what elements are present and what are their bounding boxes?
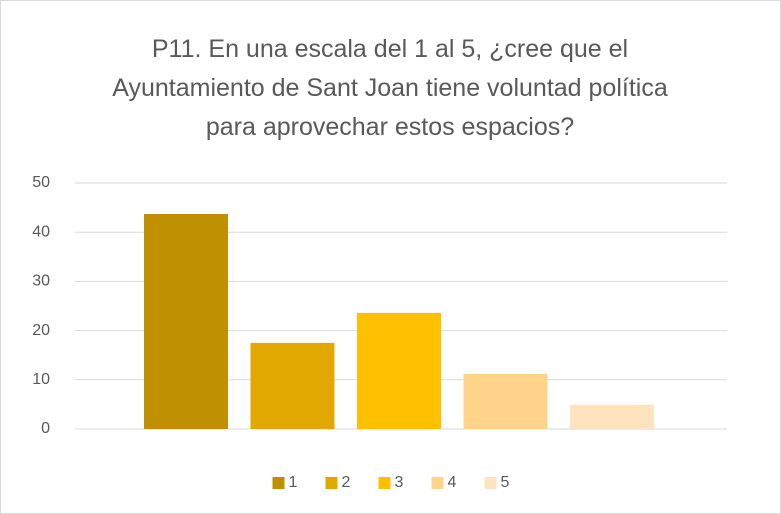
y-tick-label: 20 bbox=[32, 322, 50, 339]
legend-swatch bbox=[378, 477, 391, 489]
legend-label: 3 bbox=[395, 474, 404, 491]
y-tick-label: 10 bbox=[32, 371, 50, 388]
bar bbox=[570, 404, 654, 429]
legend-swatch bbox=[484, 477, 497, 489]
chart-title: P11. En una escala del 1 al 5, ¿cree que… bbox=[112, 35, 668, 141]
y-tick-label: 50 bbox=[32, 174, 50, 191]
y-tick-label: 40 bbox=[32, 223, 50, 240]
legend-label: 1 bbox=[289, 474, 298, 491]
legend-swatch bbox=[325, 477, 338, 489]
bar bbox=[463, 373, 548, 429]
legend-label: 2 bbox=[342, 474, 351, 491]
bar bbox=[357, 312, 441, 429]
legend-label: 5 bbox=[501, 474, 510, 491]
bar bbox=[250, 342, 335, 429]
y-tick-label: 0 bbox=[41, 420, 50, 437]
y-tick-label: 30 bbox=[32, 273, 50, 290]
legend-swatch bbox=[431, 477, 444, 489]
legend-swatch bbox=[272, 477, 285, 489]
legend-label: 4 bbox=[448, 474, 457, 491]
bar bbox=[144, 213, 228, 429]
